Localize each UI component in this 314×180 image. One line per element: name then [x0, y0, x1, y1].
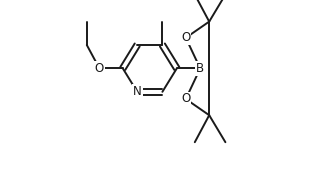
Text: O: O	[181, 93, 190, 105]
Text: N: N	[133, 85, 142, 98]
Text: B: B	[196, 62, 204, 75]
Text: O: O	[95, 62, 104, 75]
Text: O: O	[181, 31, 190, 44]
